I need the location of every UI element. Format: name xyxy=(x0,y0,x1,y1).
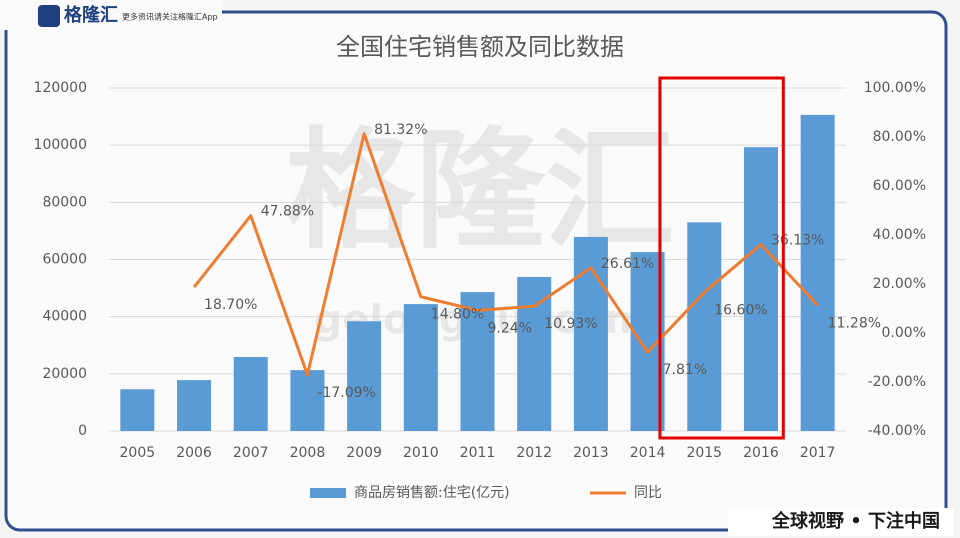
tagline: 更多资讯请关注格隆汇App xyxy=(122,12,218,22)
data-label: -7.81% xyxy=(658,362,708,378)
y2-tick-label: 80.00% xyxy=(873,129,926,145)
bar xyxy=(347,321,382,431)
y2-tick-label: 40.00% xyxy=(873,227,926,243)
y2-tick-label: 100.00% xyxy=(864,80,926,96)
x-tick-label: 2016 xyxy=(743,445,779,461)
bar xyxy=(517,276,552,431)
data-label: -17.09% xyxy=(317,385,375,401)
x-tick-label: 2010 xyxy=(403,445,439,461)
bar xyxy=(120,389,155,431)
y-tick-label: 0 xyxy=(78,423,87,439)
data-label: 14.80% xyxy=(431,307,484,323)
data-label: 81.32% xyxy=(374,122,427,138)
x-tick-label: 2014 xyxy=(630,445,666,461)
x-tick-label: 2009 xyxy=(346,445,382,461)
data-label: 36.13% xyxy=(771,232,824,248)
legend-label: 商品房销售额:住宅(亿元) xyxy=(354,485,510,501)
y2-tick-label: 20.00% xyxy=(873,276,926,292)
x-tick-label: 2017 xyxy=(800,445,836,461)
footer-bg xyxy=(728,508,954,536)
x-tick-label: 2012 xyxy=(516,445,552,461)
highlight-box xyxy=(658,76,785,440)
y-tick-label: 80000 xyxy=(42,194,87,210)
bar xyxy=(743,147,778,432)
data-label: 47.88% xyxy=(261,204,314,220)
bar xyxy=(687,222,722,431)
x-tick-label: 2005 xyxy=(120,445,156,461)
y-tick-label: 60000 xyxy=(42,252,87,268)
bar xyxy=(800,114,835,431)
data-label: 11.28% xyxy=(828,315,881,331)
footer: 全球视野 • 下注中国 xyxy=(771,510,940,532)
y-tick-label: 40000 xyxy=(42,309,87,325)
bar xyxy=(460,292,495,431)
bar xyxy=(290,370,325,431)
y2-tick-label: -40.00% xyxy=(868,423,926,439)
y2-tick-label: 0.00% xyxy=(882,325,926,341)
watermark: 格隆汇 xyxy=(285,115,675,267)
x-tick-label: 2008 xyxy=(290,445,326,461)
legend-swatch xyxy=(310,488,346,498)
data-label: 9.24% xyxy=(488,320,532,336)
data-label: 18.70% xyxy=(204,297,257,313)
y-tick-label: 120000 xyxy=(34,80,87,96)
legend-label: 同比 xyxy=(634,485,662,501)
y2-tick-label: 60.00% xyxy=(873,178,926,194)
x-tick-label: 2007 xyxy=(233,445,269,461)
x-tick-label: 2011 xyxy=(460,445,496,461)
line xyxy=(192,132,819,377)
chart-title: 全国住宅销售额及同比数据 xyxy=(336,33,624,61)
bar xyxy=(177,380,212,431)
data-label: 26.61% xyxy=(601,256,654,272)
logo: 格隆汇 xyxy=(64,4,118,26)
bar xyxy=(403,304,438,431)
bar xyxy=(233,356,268,431)
x-tick-label: 2013 xyxy=(573,445,609,461)
data-label: 16.60% xyxy=(714,302,767,318)
y-tick-label: 100000 xyxy=(34,137,87,153)
x-tick-label: 2006 xyxy=(176,445,212,461)
logo-icon xyxy=(38,5,60,27)
logo-area xyxy=(0,0,222,30)
x-tick-label: 2015 xyxy=(686,445,722,461)
y2-tick-label: -20.00% xyxy=(868,374,926,390)
y-tick-label: 20000 xyxy=(42,366,87,382)
data-label: 10.93% xyxy=(544,316,597,332)
